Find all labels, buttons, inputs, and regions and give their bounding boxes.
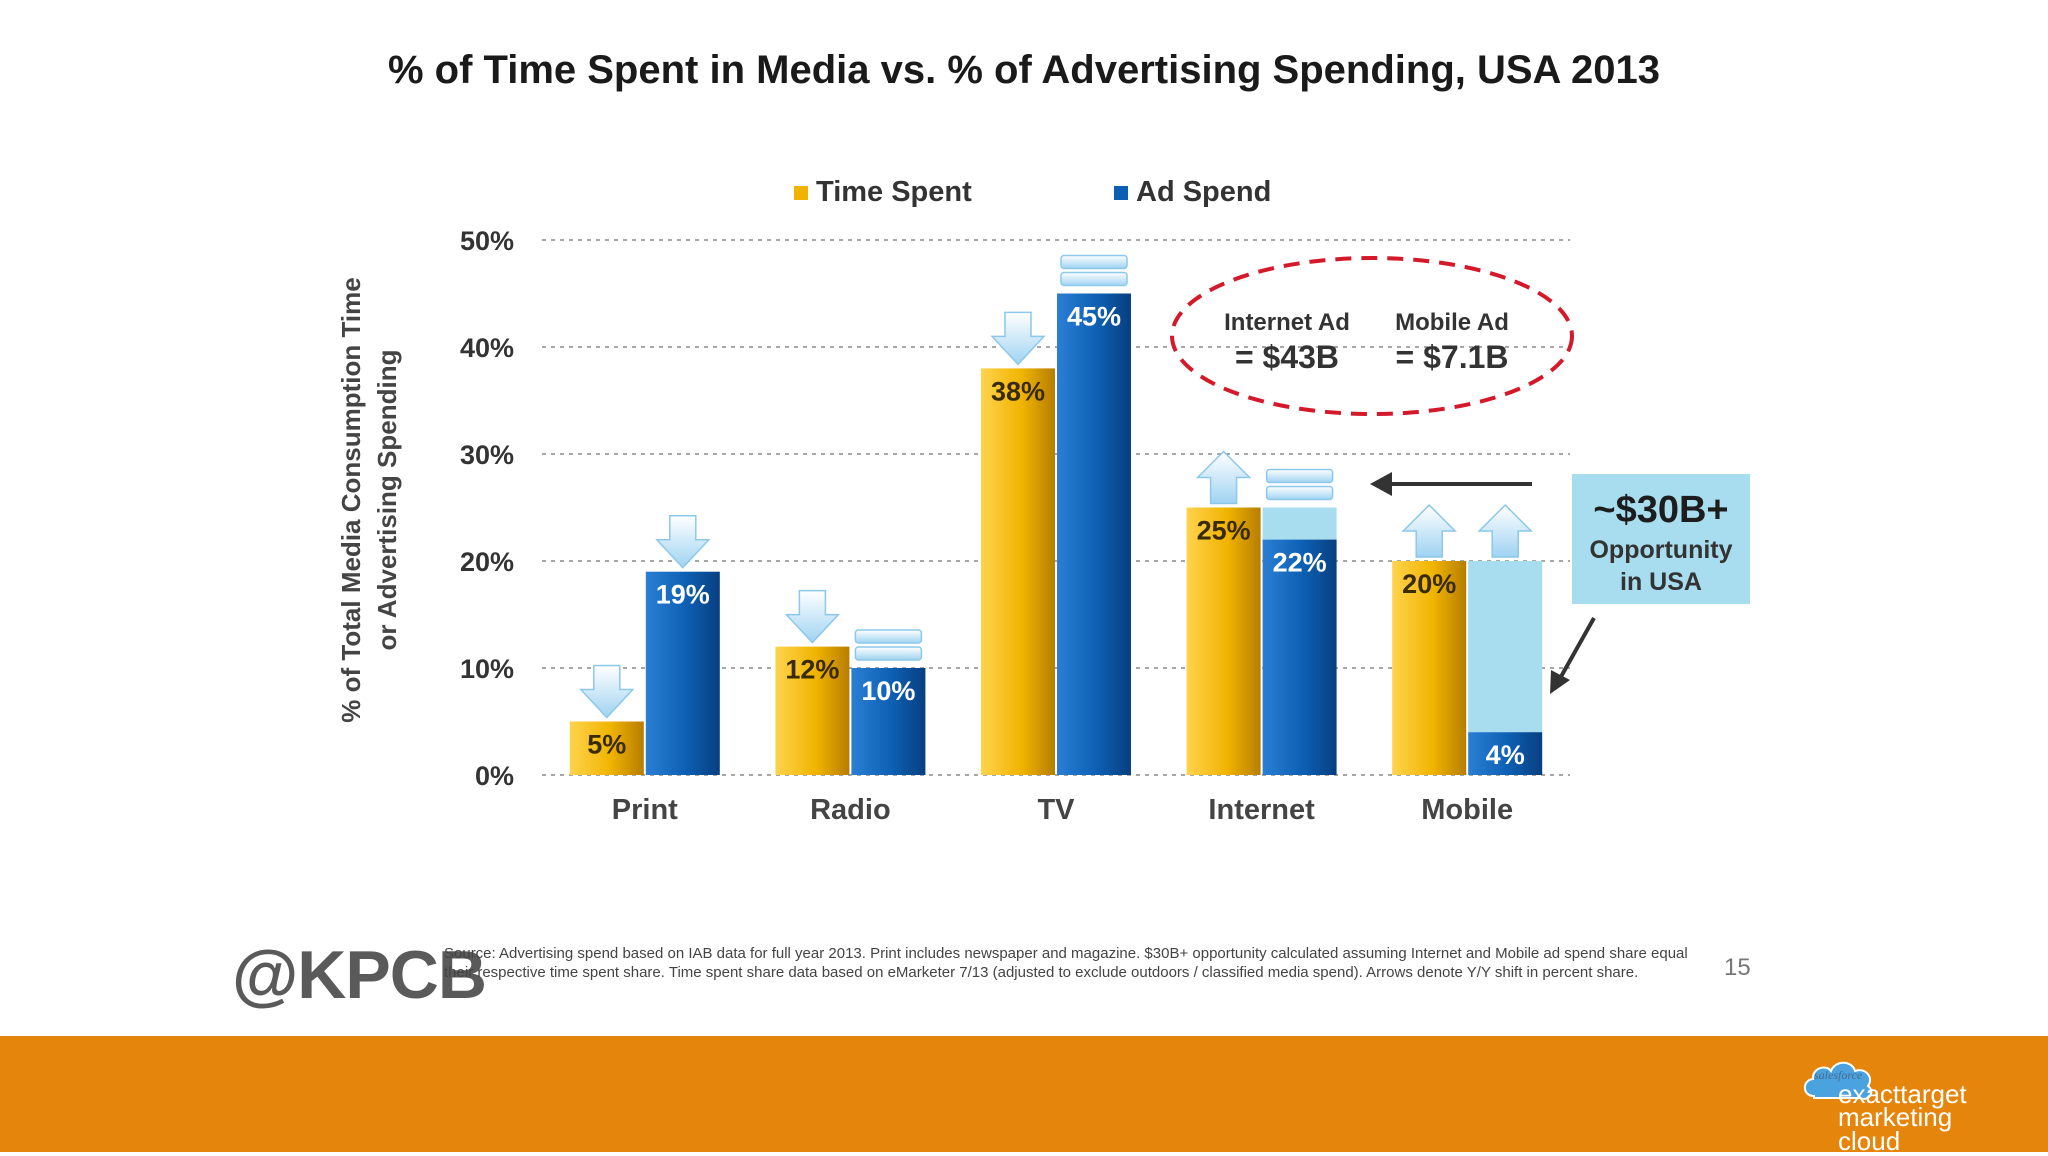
mobile-ad-value: = $7.1B	[1396, 339, 1509, 375]
equal-sign-icon	[1265, 468, 1334, 484]
brand-line-1: exacttarget	[1838, 1079, 1967, 1109]
bar-time-spent	[775, 646, 850, 775]
opportunity-label-line-2: in USA	[1620, 568, 1702, 596]
down-arrow-icon	[990, 311, 1046, 366]
opportunity-amount: ~$30B+	[1593, 489, 1728, 531]
data-label: 25%	[1197, 516, 1251, 546]
data-label: 22%	[1273, 548, 1327, 578]
data-label: 5%	[587, 730, 626, 760]
bar-ad-spend	[1468, 732, 1543, 775]
x-tick-label: Mobile	[1421, 794, 1513, 826]
y-axis-title-line-1: % of Total Media Consumption Time	[336, 277, 366, 722]
equal-sign-icon	[854, 646, 923, 661]
up-arrow-icon	[1477, 503, 1534, 558]
bar-ad-spend	[645, 571, 720, 775]
bar-ad-spend	[851, 668, 926, 775]
down-pointer-arrow-icon	[1556, 617, 1596, 683]
salesforce-cloud-icon	[1803, 1061, 1873, 1100]
bar-ad-spend	[1262, 539, 1337, 775]
data-label: 38%	[991, 376, 1045, 406]
source-note: Source: Advertising spend based on IAB d…	[444, 945, 1688, 981]
annotation-ellipse	[1170, 256, 1574, 416]
equal-sign-icon	[1060, 271, 1128, 287]
y-tick-label: 30%	[460, 440, 514, 470]
legend-label: Time Spent	[816, 176, 972, 208]
opportunity-gap-bar	[1262, 507, 1337, 540]
x-tick-label: Print	[612, 794, 678, 826]
bar-time-spent	[569, 721, 644, 775]
mobile-ad-title: Mobile Ad	[1395, 309, 1509, 336]
x-tick-label: Internet	[1208, 794, 1315, 826]
exacttarget-logo: salesforce exacttarget marketing cloud	[1800, 1050, 2010, 1154]
bar-time-spent	[1186, 507, 1261, 775]
brand-band	[0, 1036, 2048, 1152]
internet-ad-value: = $43B	[1235, 339, 1339, 375]
x-tick-label: Radio	[810, 794, 891, 826]
brand-line-2: marketing cloud	[1838, 1102, 1953, 1156]
opportunity-callout-box	[1572, 474, 1750, 604]
bar-ad-spend	[1057, 293, 1131, 775]
data-label: 4%	[1486, 740, 1525, 770]
bar-time-spent	[1392, 561, 1467, 775]
y-tick-label: 50%	[460, 226, 514, 256]
data-label: 10%	[861, 676, 915, 706]
down-arrow-icon	[784, 589, 841, 644]
down-arrow-icon	[579, 664, 635, 719]
y-axis-title-line-2: or Advertising Spending	[372, 350, 402, 651]
page-number: 15	[1724, 954, 1751, 981]
y-tick-label: 10%	[460, 654, 514, 684]
y-tick-label: 40%	[460, 333, 514, 363]
data-label: 20%	[1402, 569, 1456, 599]
kpcb-logo: @KPCB	[232, 937, 487, 1013]
left-pointer-arrowhead-icon	[1370, 472, 1392, 496]
legend-label: Ad Spend	[1136, 176, 1271, 208]
data-label: 45%	[1067, 302, 1121, 332]
opportunity-gap-bar	[1468, 561, 1543, 733]
equal-sign-icon	[1265, 485, 1334, 501]
legend-swatch	[794, 186, 808, 200]
x-tick-label: TV	[1037, 794, 1075, 826]
chart-title: % of Time Spent in Media vs. % of Advert…	[387, 48, 1661, 92]
internet-ad-title: Internet Ad	[1224, 309, 1350, 336]
salesforce-wordmark: salesforce	[1814, 1068, 1863, 1082]
up-arrow-icon	[1195, 450, 1252, 505]
equal-sign-icon	[854, 629, 923, 644]
data-label: 19%	[656, 580, 710, 610]
down-arrow-icon	[655, 514, 711, 569]
y-tick-label: 0%	[475, 761, 514, 791]
legend-swatch	[1114, 186, 1128, 200]
data-label: 12%	[785, 655, 839, 685]
bar-time-spent	[981, 368, 1055, 775]
y-tick-label: 20%	[460, 547, 514, 577]
down-pointer-arrowhead-icon	[1550, 670, 1570, 694]
equal-sign-icon	[1060, 254, 1128, 270]
bar-chart: % of Total Media Consumption Time or Adve…	[336, 176, 1750, 826]
opportunity-label-line-1: Opportunity	[1589, 536, 1732, 564]
up-arrow-icon	[1401, 503, 1458, 558]
